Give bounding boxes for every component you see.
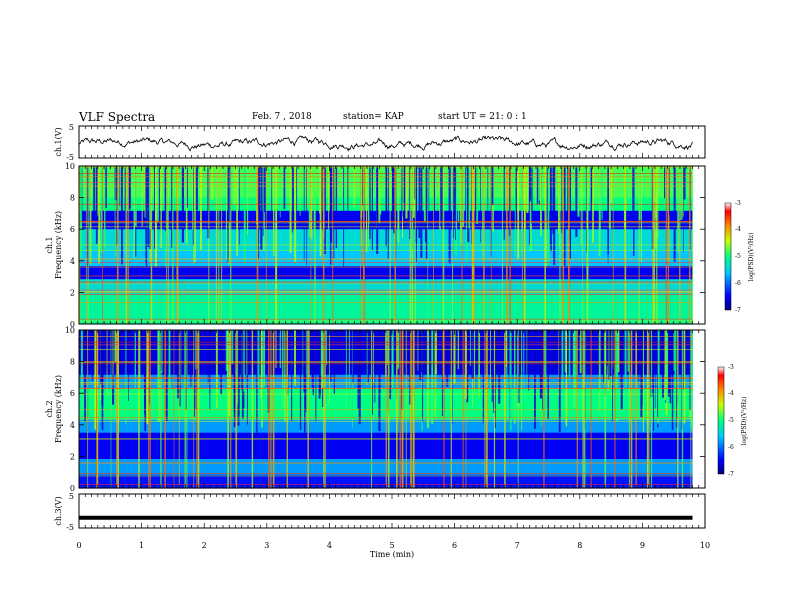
xtick-label-4: 4 — [327, 541, 332, 550]
colorbar-ch1 — [724, 202, 732, 311]
ch1-spec-ytick-label-0: 0 — [70, 320, 75, 329]
spectrogram-ch1 — [79, 166, 694, 325]
cbar2-tick-2: -5 — [728, 417, 734, 424]
chart-title: VLF Spectra — [79, 110, 156, 124]
ch1-spec-ytick-label-5: 10 — [65, 162, 75, 171]
xtick-label-9: 9 — [640, 541, 645, 550]
cbar2-tick-1: -4 — [728, 390, 734, 397]
spectrogram-ch2 — [79, 330, 693, 489]
ch2-spec-ytick-label-4: 8 — [70, 358, 75, 367]
xtick-label-1: 1 — [139, 541, 144, 550]
x-axis-ticks: 0 1 2 3 4 5 6 7 8 9 10 — [76, 541, 710, 550]
ch2-spec-ytick-label-3: 6 — [70, 389, 75, 398]
ch1-panel-label: ch.1 — [45, 236, 54, 253]
ch3-ytick-top: 5 — [69, 492, 74, 501]
cbar2-tick-4: -7 — [728, 471, 734, 478]
ch2-spec-ytick-label-5: 10 — [65, 326, 75, 335]
x-axis-label: Time (min) — [370, 550, 414, 559]
xtick-label-10: 10 — [700, 541, 710, 550]
ch3-ylabel: ch.3(V) — [54, 496, 63, 525]
ch1-ytick-top: 5 — [69, 123, 74, 132]
cbar1-tick-1: -4 — [735, 226, 741, 233]
ch2-spec-ytick-label-1: 2 — [70, 452, 75, 461]
series-ch1-waveform — [78, 135, 693, 152]
cbar2-label: log(PSD)(V²/Hz) — [741, 397, 748, 446]
cbar1-tick-2: -5 — [735, 253, 741, 260]
panel-ch1-waveform: 5 -5 ch.1(V) — [54, 123, 706, 162]
panel-ch2-spectrogram: 0 2 4 6 8 10 ch.2 Frequency (kHz) -3 -4 -5 -6… — [45, 326, 748, 493]
xtick-label-7: 7 — [515, 541, 520, 550]
ch2-panel-label: ch.2 — [45, 400, 54, 417]
xtick-label-3: 3 — [264, 541, 269, 550]
cbar2-tick-3: -6 — [728, 444, 734, 451]
ch1-spec-ytick-label-2: 4 — [70, 257, 75, 266]
ch1-freq-label: Frequency (kHz) — [54, 211, 63, 279]
xtick-label-0: 0 — [76, 541, 81, 550]
cbar1-tick-4: -7 — [735, 307, 741, 314]
ch3-ytick-bottom: -5 — [66, 523, 74, 532]
date-label: Feb. 7 , 2018 — [252, 112, 312, 122]
xtick-label-6: 6 — [452, 541, 457, 550]
colorbar-ch2 — [717, 366, 725, 475]
ch1-spec-ytick-label-1: 2 — [70, 288, 75, 297]
xtick-label-2: 2 — [202, 541, 207, 550]
xtick-label-8: 8 — [577, 541, 582, 550]
cbar1-tick-3: -6 — [735, 280, 741, 287]
cbar2-tick-0: -3 — [728, 364, 734, 371]
start-time-label: start UT = 21: 0 : 1 — [438, 112, 527, 122]
station-label: station= KAP — [343, 112, 404, 122]
ch2-spec-ytick-label-2: 4 — [70, 421, 75, 430]
ch1-ylabel: ch.1(V) — [54, 127, 63, 156]
panel-ch3-waveform: 5 -5 ch.3(V) Time (min) — [54, 492, 706, 559]
cbar1-tick-0: -3 — [735, 200, 741, 207]
panel-ch1-spectrogram: 0 2 4 6 8 10 ch.1 Frequency (kHz) -3 -4 -5 -6… — [45, 162, 755, 329]
ch2-freq-label: Frequency (kHz) — [54, 375, 63, 443]
ch1-spec-ytick-label-4: 8 — [70, 194, 75, 203]
cbar1-label: log(PSD)(V²/Hz) — [748, 233, 755, 282]
xtick-label-5: 5 — [389, 541, 394, 550]
ch2-spec-ytick-label-0: 0 — [70, 484, 75, 493]
ch1-ytick-bottom: -5 — [66, 153, 74, 162]
ch1-spec-ytick-label-3: 6 — [70, 225, 75, 234]
